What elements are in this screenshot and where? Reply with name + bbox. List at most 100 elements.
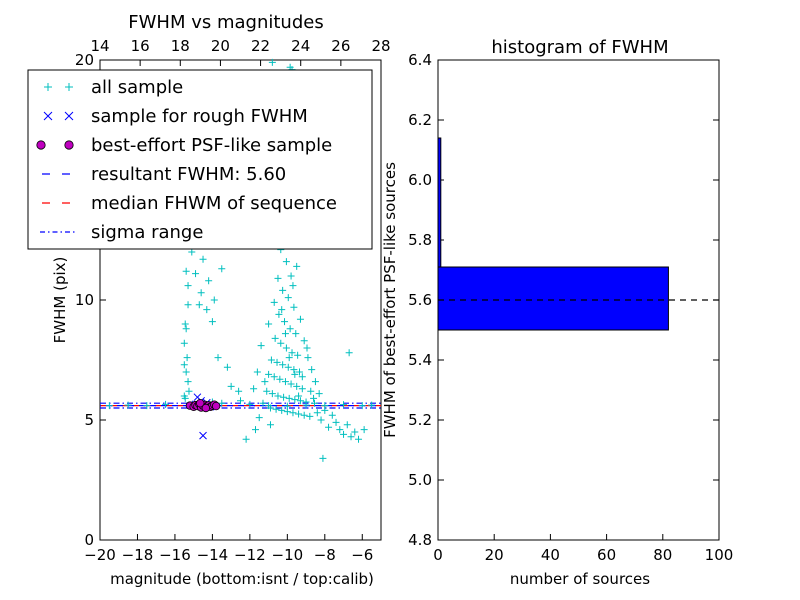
all-sample-point	[313, 409, 321, 417]
all-sample-point	[277, 339, 285, 347]
all-sample-point	[287, 272, 295, 280]
scatter-ytick-label: 0	[84, 531, 94, 549]
all-sample-point	[188, 248, 196, 256]
all-sample-point	[237, 397, 244, 405]
all-sample-point	[183, 354, 191, 362]
all-sample-point	[251, 426, 259, 434]
all-sample-point	[282, 344, 290, 352]
scatter-ylabel: FWHM (pix)	[51, 257, 69, 344]
all-sample-point	[306, 412, 314, 420]
all-sample-point	[197, 289, 205, 297]
histogram-ytick-label: 5.8	[408, 231, 432, 249]
scatter-top-tick-label: 18	[171, 37, 190, 55]
legend-marker	[65, 83, 73, 91]
all-sample-point	[263, 387, 271, 395]
all-sample-point	[281, 378, 289, 386]
all-sample-point	[295, 392, 303, 400]
histogram-ylabel: FWHM of best-effort PSF-like sources	[381, 162, 399, 438]
all-sample-point	[328, 411, 336, 419]
histogram-ytick-label: 5.0	[408, 471, 432, 489]
all-sample-point	[284, 294, 292, 302]
scatter-xtick-label: −14	[197, 546, 229, 564]
histogram-xlabel: number of sources	[510, 570, 650, 588]
all-sample-point	[325, 423, 333, 431]
histogram-ytick-label: 6.4	[408, 51, 432, 69]
all-sample-point	[308, 366, 316, 374]
all-sample-point	[332, 418, 340, 426]
histogram-ticks: 0 20 40 60 80 100 4.8 5.0 5.2 5.4 5.6 5.8 6.0 6.2 6.4	[408, 51, 733, 564]
all-sample-point	[319, 454, 327, 462]
all-sample-point	[287, 380, 295, 388]
scatter-ticks: −20 −18 −16 −14 −12 −10 −8 −6 14 16 18 20 22 24 26 28 0 5…	[75, 37, 391, 564]
all-sample-point	[274, 392, 282, 400]
legend-marker	[43, 111, 53, 121]
all-sample-point	[124, 401, 132, 409]
legend-label: best-effort PSF-like sample	[91, 135, 332, 156]
legend-label: sigma range	[91, 222, 203, 243]
all-sample-point	[279, 286, 287, 294]
histogram-ytick-label: 5.2	[408, 411, 432, 429]
all-sample-point	[278, 406, 286, 414]
psf-sample-point	[196, 399, 205, 408]
all-sample-point	[275, 310, 283, 318]
legend-entry: sigma range	[40, 222, 203, 243]
all-sample-point	[358, 402, 366, 410]
all-sample-point	[289, 282, 297, 290]
scatter-xtick-label: −12	[234, 546, 266, 564]
all-sample-point	[218, 399, 226, 407]
all-sample-point	[300, 411, 308, 419]
all-sample-point	[184, 282, 192, 290]
all-sample-point	[210, 296, 218, 304]
all-sample-point	[261, 378, 269, 386]
all-sample-point	[214, 354, 222, 362]
all-sample-point	[271, 334, 279, 342]
legend-box	[27, 69, 373, 250]
scatter-xtick-label: −16	[159, 546, 191, 564]
scatter-xtick-label: −20	[84, 546, 116, 564]
all-sample-point	[304, 354, 312, 362]
all-sample-point	[281, 330, 289, 338]
all-sample-point	[281, 318, 289, 326]
legend-marker	[44, 83, 52, 91]
all-sample-point	[192, 270, 200, 278]
all-sample-point	[223, 363, 231, 371]
all-sample-point	[278, 306, 286, 314]
all-sample-point	[347, 433, 355, 441]
all-sample-point	[300, 337, 308, 345]
histogram-data	[437, 137, 719, 331]
scatter-title: FWHM vs magnitudes	[128, 12, 323, 33]
all-sample-point	[336, 426, 344, 434]
all-sample-point	[311, 378, 319, 386]
legend-label: sample for rough FWHM	[91, 106, 308, 127]
all-sample-point	[289, 409, 297, 417]
all-sample-point	[291, 396, 299, 404]
all-sample-point	[235, 387, 243, 395]
all-sample-point	[185, 387, 193, 395]
all-sample-point	[360, 426, 368, 434]
all-sample-point	[259, 399, 267, 407]
all-sample-point	[296, 315, 304, 323]
all-sample-point	[227, 382, 235, 390]
all-sample-point	[310, 394, 318, 402]
all-sample-point	[181, 394, 189, 402]
all-sample-point	[343, 421, 351, 429]
all-sample-point	[184, 378, 192, 386]
all-sample-point	[182, 368, 190, 376]
all-sample-point	[180, 361, 188, 369]
histogram-ytick-label: 6.2	[408, 111, 432, 129]
scatter-top-tick-label: 16	[131, 37, 150, 55]
all-sample-point	[257, 342, 265, 350]
legend-entry: resultant FWHM: 5.60	[40, 164, 286, 185]
all-sample-point	[274, 274, 282, 282]
scatter-top-tick-label: 14	[90, 37, 109, 55]
all-sample-point	[293, 382, 301, 390]
all-sample-point	[265, 320, 273, 328]
all-sample-point	[290, 303, 298, 311]
legend-label: resultant FWHM: 5.60	[91, 164, 286, 185]
scatter-xtick-label: −8	[314, 546, 336, 564]
histogram-xtick-label: 100	[705, 546, 734, 564]
all-sample-point	[298, 373, 306, 381]
all-sample-point	[310, 399, 318, 407]
all-sample-point	[340, 430, 348, 438]
